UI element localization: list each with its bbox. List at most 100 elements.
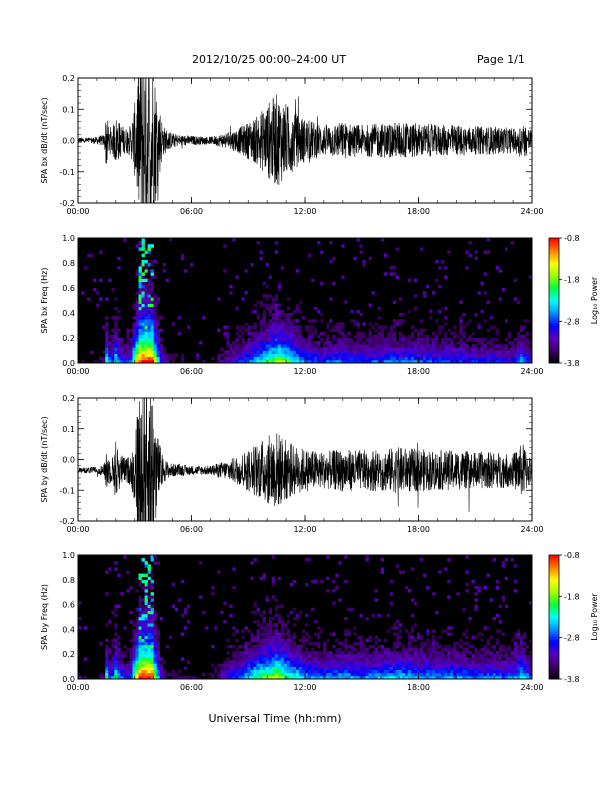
spectrogram-cell — [156, 651, 161, 655]
spectrogram-cell — [432, 341, 436, 345]
colorbar-swatch — [549, 625, 559, 628]
spectrogram-cell — [111, 341, 115, 345]
spectrogram-cell — [389, 266, 394, 270]
spectrogram-cell — [295, 359, 300, 364]
spectrogram-cell — [159, 356, 164, 361]
spectrogram-cell — [156, 654, 161, 658]
spectrogram-cell — [277, 334, 282, 339]
spectrogram-cell — [341, 666, 345, 670]
spectrogram-cell — [141, 613, 145, 618]
spectrogram-cell — [410, 356, 415, 361]
spectrogram-cell — [441, 338, 445, 342]
spectrogram-cell — [295, 350, 300, 354]
y-tick-label: 0.1 — [62, 105, 75, 114]
spectrogram-cell — [159, 617, 164, 621]
spectrogram-cell — [338, 675, 342, 680]
spectrogram-cell — [516, 341, 521, 345]
spectrogram-cell — [126, 666, 130, 670]
spectrogram-cell — [108, 620, 112, 624]
spectrogram-cell — [298, 350, 303, 354]
spectrogram-cell — [280, 623, 285, 627]
spectrogram-cell — [495, 666, 500, 670]
spectrogram-cell — [147, 657, 151, 661]
spectrogram-cell — [483, 586, 487, 590]
spectrogram-cell — [362, 641, 366, 646]
spectrogram-cell — [416, 663, 421, 667]
spectrogram-cell — [486, 573, 490, 577]
spectrogram-cell — [374, 635, 378, 639]
spectrogram-cell — [495, 359, 500, 364]
spectrogram-cell — [117, 660, 121, 664]
spectrogram-cell — [308, 331, 312, 336]
spectrogram-cell — [150, 331, 154, 336]
spectrogram-cell — [144, 607, 148, 612]
spectrogram-cell — [359, 657, 363, 661]
spectrogram-cell — [123, 675, 127, 680]
spectrogram-cell — [495, 353, 500, 358]
spectrogram-cell — [289, 648, 294, 652]
spectrogram-cell — [423, 666, 427, 670]
spectrogram-cell — [341, 322, 345, 326]
spectrogram-cell — [423, 328, 427, 333]
spectrogram-cell — [144, 353, 148, 358]
spectrogram-cell — [329, 350, 333, 354]
spectrogram-cell — [280, 629, 285, 633]
spectrogram-cell — [298, 644, 303, 649]
spectrogram-cell — [423, 347, 427, 351]
spectrogram-cell — [498, 657, 503, 661]
spectrogram-cell — [519, 325, 524, 329]
spectrogram-cell — [338, 651, 342, 655]
spectrogram-cell — [308, 328, 312, 333]
spectrogram-cell — [423, 359, 427, 364]
spectrogram-cell — [404, 629, 409, 633]
spectrogram-cell — [114, 623, 118, 627]
spectrogram-cell — [453, 666, 457, 670]
spectrogram-cell — [286, 644, 291, 649]
spectrogram-cell — [429, 344, 433, 348]
spectrogram-cell — [486, 663, 490, 667]
spectrogram-cell — [180, 579, 185, 584]
spectrogram-cell — [444, 266, 448, 270]
spectrogram-cell — [501, 644, 506, 649]
spectrogram-cell — [259, 632, 263, 636]
spectrogram-cell — [114, 331, 118, 336]
spectrogram-cell — [147, 353, 151, 358]
spectrogram-cell — [138, 626, 142, 630]
spectrogram-cell — [347, 675, 351, 680]
spectrogram-cell — [280, 635, 285, 639]
spectrogram-cell — [429, 657, 433, 661]
spectrogram-cell — [401, 347, 406, 351]
spectrogram-cell — [135, 669, 139, 674]
spectrogram-cell — [247, 651, 251, 655]
spectrogram-cell — [510, 359, 515, 364]
spectrogram-cell — [465, 555, 469, 559]
spectrogram-cell — [326, 356, 330, 361]
spectrogram-cell — [344, 344, 348, 348]
spectrogram-cell — [444, 275, 448, 279]
spectrogram-cell — [438, 672, 442, 677]
spectrogram-cell — [292, 641, 297, 646]
colorbar-swatch — [549, 298, 559, 301]
spectrogram-cell — [398, 334, 403, 339]
spectrogram-cell — [392, 325, 397, 329]
spectrogram-cell — [141, 309, 145, 314]
spectrogram-cell — [323, 663, 327, 667]
spectrogram-cell — [232, 660, 236, 664]
spectrogram-cell — [314, 341, 318, 345]
spectrogram-cell — [295, 644, 300, 649]
spectrogram-cell — [356, 675, 360, 680]
spectrogram-cell — [298, 666, 303, 670]
spectrogram-cell — [495, 651, 500, 655]
spectrogram-cell — [283, 675, 288, 680]
spectrogram-cell — [344, 638, 348, 643]
spectrogram-cell — [138, 666, 142, 670]
spectrogram-cell — [498, 660, 503, 664]
spectrogram-cell — [383, 341, 388, 345]
spectrogram-cell — [489, 316, 493, 320]
spectrogram-cell — [371, 657, 375, 661]
spectrogram-cell — [271, 347, 276, 351]
spectrogram-cell — [522, 350, 527, 354]
spectrogram-cell — [504, 669, 509, 674]
spectrogram-cell — [274, 328, 279, 333]
spectrogram-cell — [525, 669, 530, 674]
